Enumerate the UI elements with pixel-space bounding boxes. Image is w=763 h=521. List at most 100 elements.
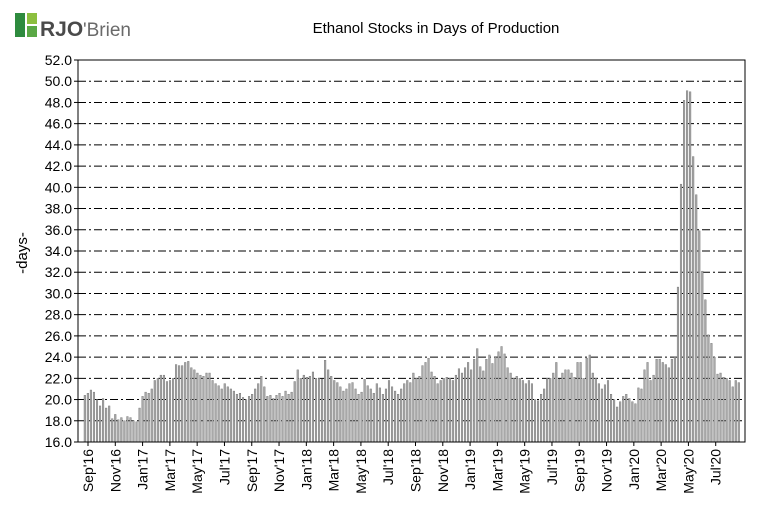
bar (433, 376, 436, 443)
bar (199, 374, 202, 443)
bar (223, 383, 226, 443)
bar (159, 374, 162, 443)
bar (251, 394, 254, 443)
bar (330, 376, 333, 443)
x-tick-label: Jul'17 (217, 449, 233, 485)
y-tick-label: 20.0 (45, 392, 72, 408)
bar (229, 388, 232, 443)
bar (515, 376, 518, 443)
x-axis-ticks: Sep'16 Nov'16 Jan'17 Mar'17 May'17 Jul'17 Sep'… (80, 442, 724, 494)
bar (704, 299, 707, 443)
bar (345, 388, 348, 443)
bar (485, 359, 488, 443)
bar (637, 387, 640, 443)
bar (378, 387, 381, 443)
bar (266, 396, 269, 443)
bar (324, 360, 327, 443)
bar (287, 394, 290, 443)
bar (366, 385, 369, 443)
bar (363, 379, 366, 443)
bar (162, 374, 165, 443)
bar (728, 380, 731, 443)
y-tick-label: 48.0 (45, 94, 72, 110)
bar (205, 372, 208, 443)
bar (105, 407, 108, 443)
bar (512, 378, 515, 443)
bar-series (83, 90, 740, 443)
bar (482, 370, 485, 443)
bar (83, 395, 86, 443)
bar (521, 380, 524, 443)
bar (622, 396, 625, 443)
bar (354, 388, 357, 443)
y-tick-label: 50.0 (45, 73, 72, 89)
bar (503, 353, 506, 443)
bar (409, 382, 412, 443)
bar (172, 378, 175, 443)
bar (698, 230, 701, 443)
bar (479, 366, 482, 443)
bar (235, 394, 238, 443)
bar (412, 372, 415, 443)
bar (144, 391, 147, 443)
bar (634, 403, 637, 443)
bar (546, 378, 549, 443)
bar (245, 399, 248, 443)
x-tick-label: Mar'17 (162, 449, 178, 492)
bar (467, 362, 470, 443)
bar (509, 372, 512, 443)
bar (415, 378, 418, 443)
bar (585, 357, 588, 443)
bar (318, 378, 321, 443)
x-tick-label: Jan'18 (298, 449, 314, 490)
bar (196, 372, 199, 443)
bar (111, 418, 114, 443)
bar (220, 388, 223, 443)
bar (582, 378, 585, 443)
bar (165, 381, 169, 443)
bar (327, 369, 330, 443)
y-axis-label: -days- (14, 232, 31, 274)
bar (360, 391, 363, 443)
x-tick-label: May'17 (189, 449, 205, 494)
bar (400, 388, 403, 443)
bar (579, 362, 582, 443)
bar (99, 405, 102, 443)
bar (451, 380, 454, 443)
bar (442, 378, 445, 443)
bar (397, 394, 400, 443)
y-tick-label: 18.0 (45, 413, 72, 429)
bar (649, 380, 652, 443)
bar (308, 376, 311, 443)
bar (129, 417, 132, 443)
bar (184, 362, 187, 443)
bar (241, 397, 245, 443)
bar (387, 380, 391, 443)
bar (357, 394, 360, 443)
bar (384, 388, 388, 443)
x-tick-label: Nov'18 (435, 449, 451, 492)
bar (132, 420, 135, 443)
x-tick-label: Jul'20 (708, 449, 724, 485)
bar (488, 354, 491, 443)
bar (202, 376, 205, 443)
bar (686, 90, 689, 443)
bar (540, 394, 543, 443)
bar (381, 394, 384, 443)
bar (664, 364, 667, 443)
bar (226, 386, 229, 443)
bar (454, 374, 457, 443)
bar (168, 380, 172, 443)
bar (339, 386, 342, 443)
bar (418, 376, 421, 443)
bar (689, 91, 692, 443)
bar (610, 394, 613, 443)
bar (120, 417, 123, 443)
bar (89, 389, 92, 443)
bar (275, 395, 278, 443)
bar (336, 382, 339, 443)
bar (257, 383, 260, 443)
bar (676, 286, 680, 443)
bar (92, 391, 95, 443)
